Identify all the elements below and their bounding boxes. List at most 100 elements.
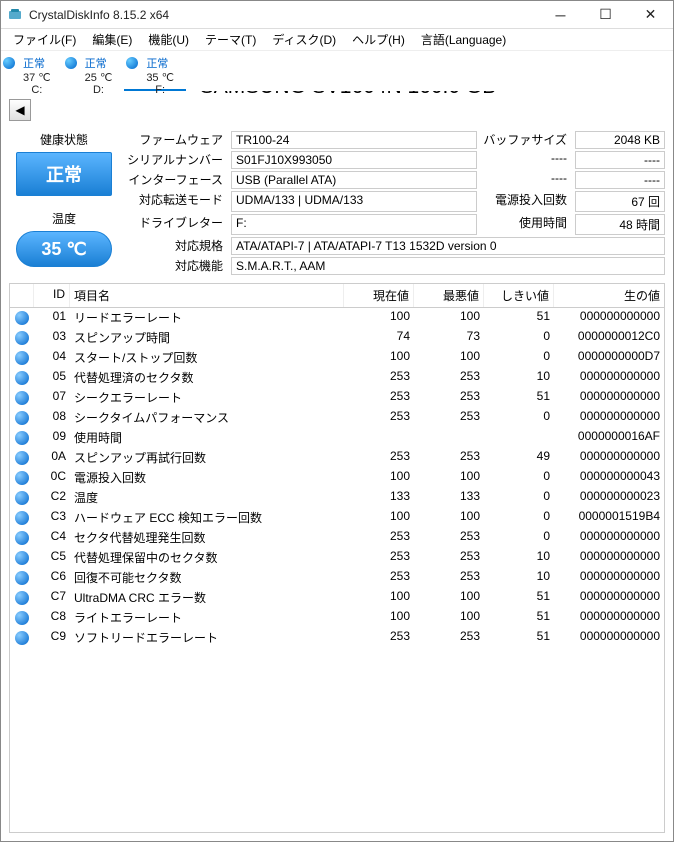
status-orb-icon [15,551,29,565]
close-button[interactable]: ✕ [628,1,673,29]
row-cur: 133 [344,488,414,508]
row-wor: 73 [414,328,484,348]
row-raw: 000000000000 [554,308,664,328]
col-raw[interactable]: 生の値 [554,284,664,307]
minimize-button[interactable]: ─ [538,1,583,29]
disk-tab-F[interactable]: 正常 35 ℃ F: [124,51,186,91]
col-thr[interactable]: しきい値 [484,284,554,307]
smart-row[interactable]: 01 リードエラーレート 100 100 51 000000000000 [10,308,664,328]
row-thr: 10 [484,368,554,388]
row-orb [10,528,34,548]
window-controls: ─ ☐ ✕ [538,1,673,29]
smart-row[interactable]: C7 UltraDMA CRC エラー数 100 100 51 00000000… [10,588,664,608]
col-cur[interactable]: 現在値 [344,284,414,307]
smart-row[interactable]: C2 温度 133 133 0 000000000023 [10,488,664,508]
row-thr: 51 [484,608,554,628]
smart-body: 01 リードエラーレート 100 100 51 000000000000 03 … [10,308,664,648]
info-grid: ファームウェア TR100-24 バッファサイズ 2048 KB シリアルナンバ… [127,131,665,275]
menu-disk[interactable]: ディスク(D) [264,29,344,50]
row-wor: 253 [414,568,484,588]
row-thr: 0 [484,348,554,368]
row-cur: 100 [344,608,414,628]
status-orb-icon [15,491,29,505]
row-name: スタート/ストップ回数 [70,348,344,368]
row-thr: 51 [484,308,554,328]
col-id[interactable]: ID [34,284,70,307]
maximize-button[interactable]: ☐ [583,1,628,29]
tab-status: 正常 [23,55,51,71]
row-thr: 0 [484,328,554,348]
smart-row[interactable]: 07 シークエラーレート 253 253 51 000000000000 [10,388,664,408]
row-id: C4 [34,528,70,548]
letter-label: ドライブレター [127,214,227,235]
smart-row[interactable]: C4 セクタ代替処理発生回数 253 253 0 000000000000 [10,528,664,548]
smart-row[interactable]: C9 ソフトリードエラーレート 253 253 51 000000000000 [10,628,664,648]
interface-label: インターフェース [127,171,227,189]
status-orb-icon [15,611,29,625]
smart-row[interactable]: C5 代替処理保留中のセクタ数 253 253 10 000000000000 [10,548,664,568]
col-orb[interactable] [10,284,34,307]
tab-temp: 35 ℃ [146,71,174,84]
back-button[interactable]: ◀ [9,99,31,121]
row-cur: 100 [344,508,414,528]
smart-row[interactable]: 0C 電源投入回数 100 100 0 000000000043 [10,468,664,488]
tab-letter: C: [23,84,51,96]
row-cur: 100 [344,308,414,328]
row-thr: 10 [484,548,554,568]
smart-row[interactable]: 03 スピンアップ時間 74 73 0 0000000012C0 [10,328,664,348]
titlebar[interactable]: CrystalDiskInfo 8.15.2 x64 ─ ☐ ✕ [1,1,673,29]
row-cur: 253 [344,568,414,588]
menu-theme[interactable]: テーマ(T) [197,29,264,50]
row-wor: 100 [414,308,484,328]
health-status[interactable]: 正常 [16,152,112,196]
row-raw: 000000000000 [554,448,664,468]
smart-row[interactable]: 05 代替処理済のセクタ数 253 253 10 000000000000 [10,368,664,388]
col-name[interactable]: 項目名 [70,284,344,307]
status-orb-icon [15,411,29,425]
tab-letter: D: [85,84,113,96]
col-wor[interactable]: 最悪値 [414,284,484,307]
row-raw: 000000000000 [554,388,664,408]
menu-func[interactable]: 機能(U) [140,29,197,50]
status-orb-icon [15,451,29,465]
temp-value[interactable]: 35 ℃ [16,231,112,267]
row-cur [344,428,414,448]
menu-lang[interactable]: 言語(Language) [413,29,514,50]
row-orb [10,468,34,488]
row-raw: 0000001519B4 [554,508,664,528]
row-cur: 100 [344,468,414,488]
smart-row[interactable]: 09 使用時間 0000000016AF [10,428,664,448]
row-cur: 74 [344,328,414,348]
row-cur: 253 [344,548,414,568]
row-orb [10,588,34,608]
smart-row[interactable]: 08 シークタイムパフォーマンス 253 253 0 000000000000 [10,408,664,428]
row-raw: 000000000000 [554,548,664,568]
row-raw: 000000000023 [554,488,664,508]
row-thr: 51 [484,388,554,408]
disk-tab-C[interactable]: 正常 37 ℃ C: [1,51,63,91]
row-cur: 100 [344,348,414,368]
smart-row[interactable]: 0A スピンアップ再試行回数 253 253 49 000000000000 [10,448,664,468]
interface-value: USB (Parallel ATA) [231,171,477,189]
disk-tab-D[interactable]: 正常 25 ℃ D: [63,51,125,91]
menu-help[interactable]: ヘルプ(H) [344,29,413,50]
menu-file[interactable]: ファイル(F) [5,29,84,50]
row-thr: 49 [484,448,554,468]
app-window: CrystalDiskInfo 8.15.2 x64 ─ ☐ ✕ ファイル(F)… [0,0,674,842]
menu-edit[interactable]: 編集(E) [84,29,140,50]
row-id: 07 [34,388,70,408]
row-wor: 100 [414,348,484,368]
smart-row[interactable]: C8 ライトエラーレート 100 100 51 000000000000 [10,608,664,628]
temp-label: 温度 [52,210,76,227]
firmware-value: TR100-24 [231,131,477,149]
row-orb [10,368,34,388]
row-wor: 253 [414,628,484,648]
row-raw: 000000000000 [554,588,664,608]
smart-row[interactable]: C6 回復不可能セクタ数 253 253 10 000000000000 [10,568,664,588]
smart-row[interactable]: 04 スタート/ストップ回数 100 100 0 0000000000D7 [10,348,664,368]
row-wor: 100 [414,588,484,608]
smart-row[interactable]: C3 ハードウェア ECC 検知エラー回数 100 100 0 00000015… [10,508,664,528]
row-name: 温度 [70,488,344,508]
feat-value: S.M.A.R.T., AAM [231,257,665,275]
row-raw: 000000000000 [554,568,664,588]
